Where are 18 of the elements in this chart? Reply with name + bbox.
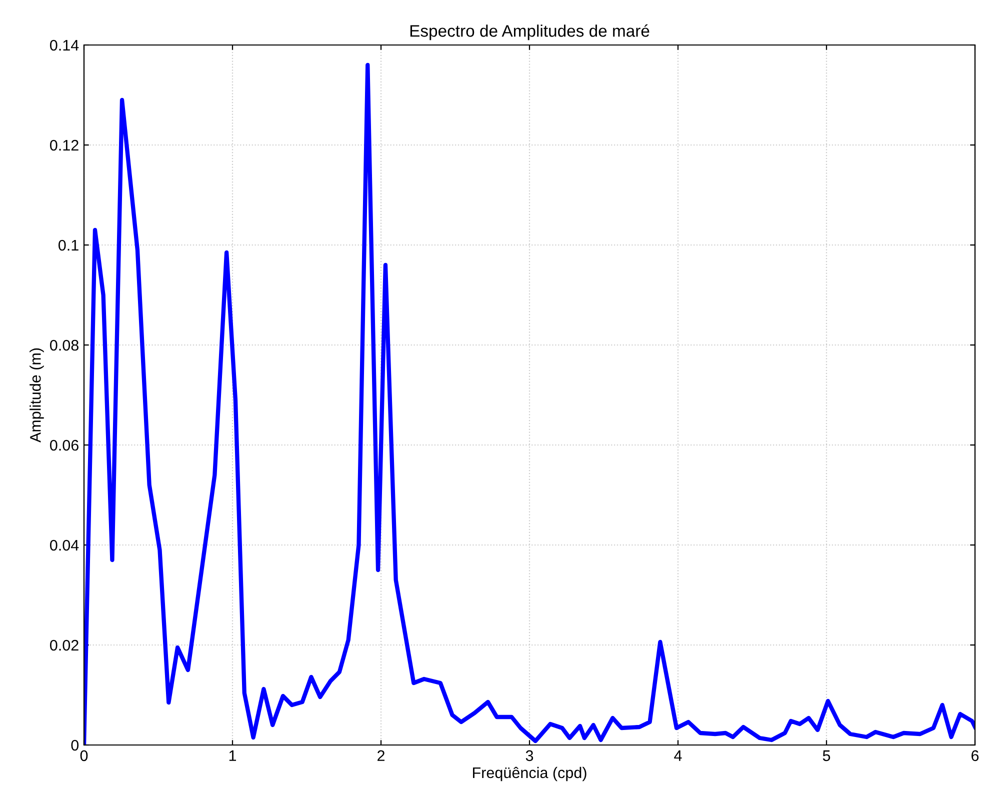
x-tick-label: 1 xyxy=(229,750,236,761)
x-tick-label: 4 xyxy=(674,750,682,761)
y-tick-label: 0.14 xyxy=(50,40,79,51)
y-tick-label: 0.1 xyxy=(58,240,78,251)
x-axis-title: Freqüência (cpd) xyxy=(473,766,586,782)
y-axis-title: Amplitude (m) xyxy=(30,348,44,443)
y-tick-label: 0 xyxy=(71,740,79,751)
x-tick-label: 6 xyxy=(972,750,979,762)
x-tick-label: 3 xyxy=(526,750,534,762)
y-tick-label: 0.06 xyxy=(50,440,78,451)
y-tick-label: 0.04 xyxy=(50,540,79,551)
y-tick-label: 0.08 xyxy=(50,340,78,351)
y-tick-label: 0.02 xyxy=(50,640,78,651)
x-tick-label: 2 xyxy=(378,750,384,761)
x-tick-label: 5 xyxy=(822,750,830,762)
chart-title: Espectro de Amplitudes de maré xyxy=(410,24,650,40)
y-tick-label: 0.12 xyxy=(50,140,78,151)
x-tick-label: 0 xyxy=(80,750,88,762)
